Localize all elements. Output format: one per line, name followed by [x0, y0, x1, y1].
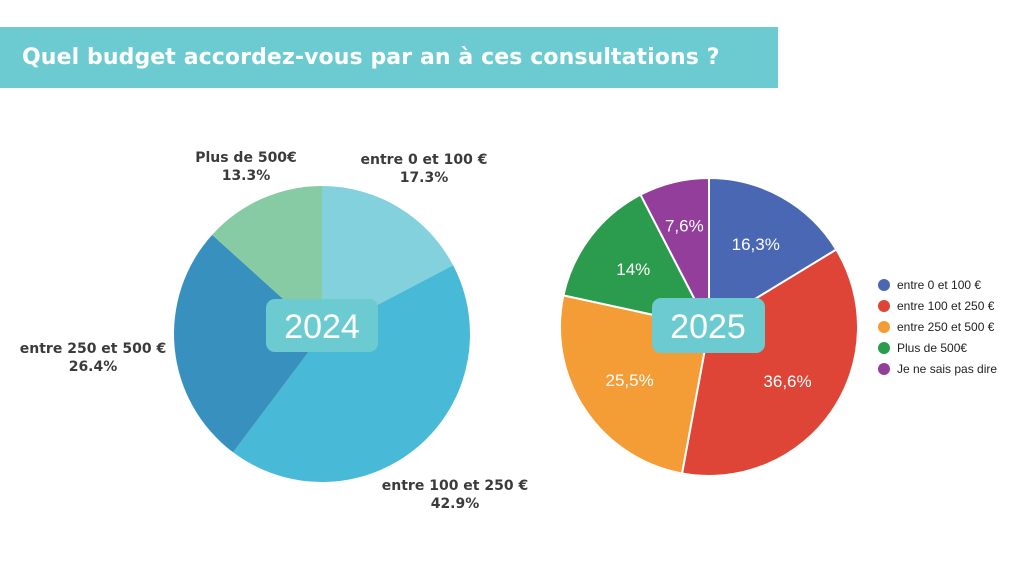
slice-value-2024-entre-100-et-250-eur: 42.9%	[431, 496, 480, 512]
pie-slice-2024-entre-0-et-100-eur	[322, 186, 454, 334]
year-label-2024: 2024	[284, 308, 360, 346]
year-label-2025: 2025	[670, 308, 746, 346]
legend-label-je-ne-sais-pas-dire: Je ne sais pas dire	[897, 362, 997, 376]
slice-label-2024-entre-250-et-500-eur: entre 250 et 500 €	[20, 341, 166, 357]
legend-marker-plus-de-500eur	[878, 342, 890, 354]
slice-label-2024-plus-de-500eur: Plus de 500€	[195, 150, 297, 166]
slice-value-2025-plus-de-500eur: 14%	[616, 260, 650, 279]
legend-marker-entre-100-et-250-eur	[878, 300, 890, 312]
pie-slice-2024-entre-100-et-250-eur	[233, 265, 470, 483]
slice-value-2025-je-ne-sais-pas-dire: 7,6%	[665, 217, 704, 236]
legend-marker-je-ne-sais-pas-dire	[878, 363, 890, 375]
slice-value-2024-entre-250-et-500-eur: 26.4%	[69, 359, 118, 375]
slice-label-2024-entre-0-et-100-eur: entre 0 et 100 €	[361, 152, 488, 168]
legend-marker-entre-250-et-500-eur	[878, 321, 890, 333]
pie-slice-2025-entre-0-et-100-eur	[708, 176, 838, 329]
pie-slice-2025-je-ne-sais-pas-dire	[639, 176, 710, 328]
pie-chart-2024: entre 0 et 100 € 17.3% entre 100 et 250 € 4…	[20, 150, 528, 512]
pie-slice-2025-entre-100-et-250-eur	[680, 248, 859, 477]
slice-value-2025-entre-250-et-500-eur: 25,5%	[606, 371, 654, 390]
title-banner: Quel budget accordez-vous par an à ces c…	[0, 27, 778, 88]
year-badge-2025	[652, 298, 765, 353]
slice-label-2024-entre-100-et-250-eur: entre 100 et 250 €	[382, 478, 528, 494]
legend-label-entre-250-et-500-eur: entre 250 et 500 €	[897, 320, 995, 334]
legend-marker-entre-0-et-100-eur	[878, 279, 890, 291]
slice-value-2024-entre-0-et-100-eur: 17.3%	[400, 170, 449, 186]
pie-chart-2025: 16,3% 36,6% 25,5% 14% 7,6% 2025	[559, 176, 859, 477]
pie-slice-2024-plus-de-500eur	[212, 186, 322, 334]
legend-label-entre-0-et-100-eur: entre 0 et 100 €	[897, 278, 981, 292]
legend-label-plus-de-500eur: Plus de 500€	[897, 341, 967, 355]
slice-value-2025-entre-0-et-100-eur: 16,3%	[732, 235, 780, 254]
pie-slice-2025-plus-de-500eur	[562, 193, 711, 329]
year-badge-2024	[266, 299, 378, 352]
pie-slice-2024-entre-250-et-500-eur	[173, 234, 322, 453]
page-title: Quel budget accordez-vous par an à ces c…	[22, 45, 720, 70]
legend-label-entre-100-et-250-eur: entre 100 et 250 €	[897, 299, 995, 313]
slice-value-2024-plus-de-500eur: 13.3%	[222, 168, 271, 184]
legend-2025: entre 0 et 100 € entre 100 et 250 € entre …	[878, 278, 997, 376]
slice-value-2025-entre-100-et-250-eur: 36,6%	[763, 372, 811, 391]
